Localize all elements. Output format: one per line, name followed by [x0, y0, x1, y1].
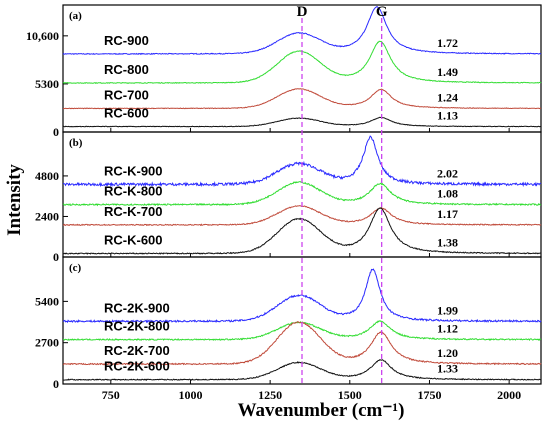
ratio-value: 1.49 — [437, 65, 458, 79]
panel-label: (a) — [69, 10, 82, 22]
y-tick-label: 0 — [53, 250, 59, 264]
y-tick-label: 2400 — [35, 209, 59, 223]
series-label: RC-K-800 — [104, 184, 163, 199]
ratio-value: 1.17 — [437, 207, 458, 221]
panel-frame — [62, 256, 542, 385]
ratio-value: 1.33 — [437, 362, 458, 376]
series-label: RC-2K-800 — [104, 319, 170, 334]
series-label: RC-2K-900 — [104, 300, 170, 315]
ratio-value: 1.20 — [437, 346, 458, 360]
series-label: RC-K-600 — [104, 233, 163, 248]
x-tick-label: 1750 — [417, 388, 441, 402]
series-label: RC-K-700 — [104, 204, 163, 219]
x-tick-label: 1250 — [258, 388, 282, 402]
spectrum-line — [62, 268, 542, 324]
y-tick-label: 0 — [53, 125, 59, 139]
ratio-value: 1.38 — [437, 236, 458, 250]
plot-layer: (a) 0 5300 10,600 RC-900 1.72 RC-800 1.49 RC-700… — [26, 4, 542, 402]
spectrum-line — [62, 6, 542, 56]
x-tick-label: 750 — [102, 388, 120, 402]
series-label: RC-K-900 — [104, 163, 163, 178]
peak-marker-label: D — [297, 4, 308, 20]
x-tick-label: 1000 — [178, 388, 202, 402]
series-label: RC-600 — [104, 106, 149, 121]
series-label: RC-700 — [104, 87, 149, 102]
y-tick-label: 10,600 — [26, 29, 59, 43]
x-axis-label: Wavenumber (cm⁻¹) — [238, 400, 405, 421]
ratio-value: 1.72 — [437, 36, 458, 50]
series-label: RC-2K-700 — [104, 343, 170, 358]
ratio-value: 1.12 — [437, 322, 458, 336]
series-label: RC-2K-600 — [104, 359, 170, 374]
ratio-value: 1.24 — [437, 90, 458, 104]
ratio-value: 1.08 — [437, 187, 458, 201]
y-axis-label: Intensity — [4, 164, 25, 236]
ratio-value: 1.13 — [437, 109, 458, 123]
y-tick-label: 5300 — [35, 77, 59, 91]
ratio-value: 1.99 — [437, 303, 458, 317]
y-tick-label: 0 — [53, 377, 59, 391]
panel-label: (c) — [69, 262, 82, 274]
spectrum-line — [62, 88, 542, 110]
peak-marker-label: G — [376, 4, 388, 20]
ratio-value: 2.02 — [437, 166, 458, 180]
x-tick-label: 2000 — [497, 388, 521, 402]
panel-label: (b) — [69, 137, 83, 149]
y-tick-label: 5400 — [35, 294, 59, 308]
y-tick-label: 4800 — [35, 169, 59, 183]
series-label: RC-800 — [104, 62, 149, 77]
series-label: RC-900 — [104, 33, 149, 48]
y-tick-label: 2700 — [35, 336, 59, 350]
x-tick-label: 1500 — [338, 388, 362, 402]
